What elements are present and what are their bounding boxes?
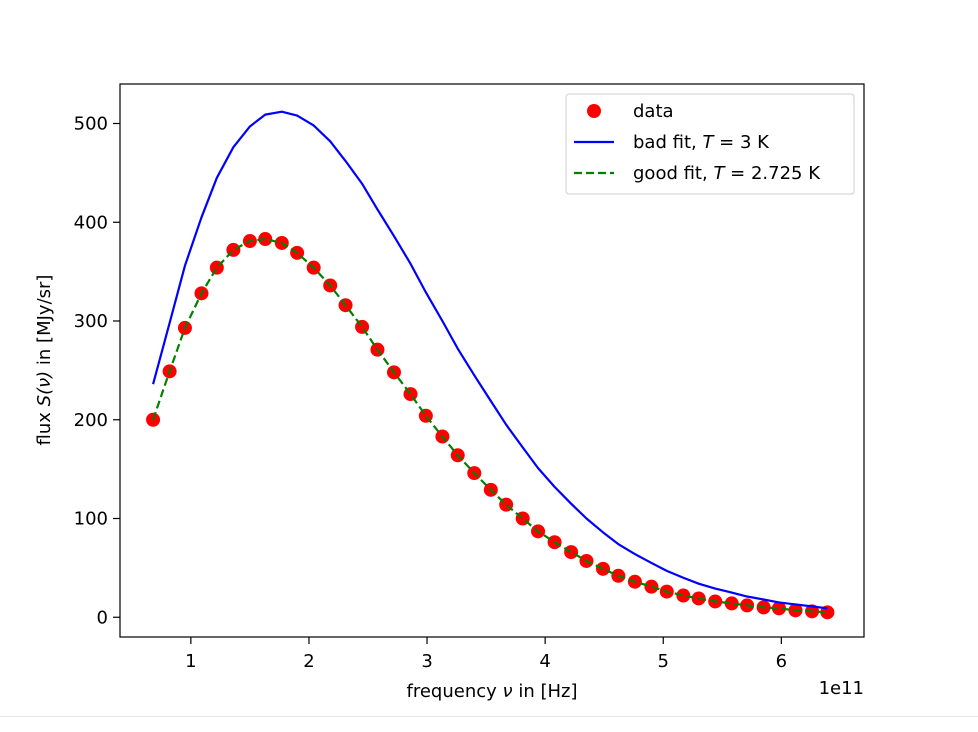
x-offset-text: 1e11	[819, 678, 864, 699]
plot-area	[146, 110, 835, 620]
series-line-bad-fit	[152, 110, 828, 610]
y-tick-label: 400	[74, 212, 108, 233]
x-axis-ticks: 1 2 3 4 5 6	[185, 637, 787, 672]
x-axis-label: frequency ν in [Hz]	[407, 681, 578, 702]
data-point	[676, 588, 691, 603]
legend-label-bad-fit: bad fit, T = 3 K	[633, 132, 770, 153]
data-point	[724, 596, 739, 611]
y-tick-label: 300	[74, 311, 108, 332]
series-data-points	[146, 232, 835, 620]
x-tick-label: 3	[421, 651, 432, 672]
x-tick-label: 5	[658, 651, 669, 672]
chart-canvas: 1 2 3 4 5 6 0 100 200 300 400 500 frequency ν in […	[34, 83, 865, 702]
y-tick-label: 500	[74, 114, 108, 135]
series-line-good-fit	[152, 237, 828, 614]
axes-frame	[119, 83, 865, 638]
page-divider	[0, 716, 978, 717]
legend-box	[565, 93, 855, 195]
x-tick-label: 1	[185, 651, 196, 672]
legend-label-data: data	[633, 101, 674, 122]
x-tick-label: 4	[539, 651, 550, 672]
y-axis-label: flux S(ν) in [MJy/sr]	[34, 275, 55, 446]
y-tick-label: 200	[74, 410, 108, 431]
x-tick-label: 2	[303, 651, 314, 672]
data-point	[146, 412, 161, 427]
data-point	[771, 601, 786, 616]
data-point	[644, 579, 659, 594]
y-tick-label: 100	[74, 509, 108, 530]
legend-marker-data	[587, 104, 601, 118]
y-tick-label: 0	[97, 607, 108, 628]
y-axis-ticks: 0 100 200 300 400 500	[74, 114, 120, 628]
x-tick-label: 6	[776, 651, 787, 672]
legend-label-good-fit: good fit, T = 2.725 K	[633, 163, 821, 184]
legend: data bad fit, T = 3 K good fit, T = 2.72…	[565, 93, 855, 195]
data-point	[596, 561, 611, 576]
